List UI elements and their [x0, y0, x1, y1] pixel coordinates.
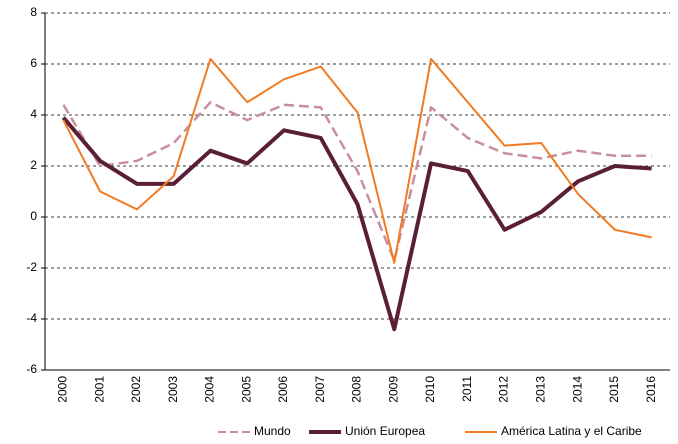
- y-tick-label: -4: [26, 311, 37, 325]
- y-tick-label: 6: [30, 56, 37, 70]
- y-tick-label: 4: [30, 107, 37, 121]
- y-tick-label: -6: [26, 362, 37, 376]
- x-tick-label: 2009: [386, 376, 400, 403]
- x-tick-label: 2000: [56, 376, 70, 403]
- x-tick-label: 2011: [460, 376, 474, 402]
- y-tick-label: -2: [26, 260, 37, 274]
- x-tick-label: 2005: [239, 376, 253, 403]
- x-tick-label: 2007: [313, 376, 327, 403]
- x-tick-label: 2008: [350, 376, 364, 403]
- x-tick-label: 2013: [533, 376, 547, 403]
- x-tick-label: 2001: [92, 376, 106, 403]
- x-tick-label: 2016: [644, 376, 658, 403]
- x-tick-label: 2002: [129, 376, 143, 403]
- x-tick-label: 2012: [497, 376, 511, 403]
- legend-label: América Latina y el Caribe: [501, 424, 642, 438]
- series-line: [61, 116, 652, 332]
- y-tick-label: 8: [30, 5, 37, 19]
- x-tick-label: 2015: [607, 376, 621, 403]
- x-tick-label: 2010: [423, 376, 437, 403]
- x-tick-label: 2004: [203, 376, 217, 403]
- x-tick-label: 2003: [166, 376, 180, 403]
- x-tick-label: 2006: [276, 376, 290, 403]
- y-tick-label: 2: [30, 158, 37, 172]
- y-tick-label: 0: [30, 209, 37, 223]
- series-line: [62, 57, 652, 264]
- series-line: [62, 101, 652, 262]
- x-tick-label: 2014: [570, 376, 584, 403]
- legend-label: Unión Europea: [345, 424, 425, 438]
- legend-label: Mundo: [254, 424, 291, 438]
